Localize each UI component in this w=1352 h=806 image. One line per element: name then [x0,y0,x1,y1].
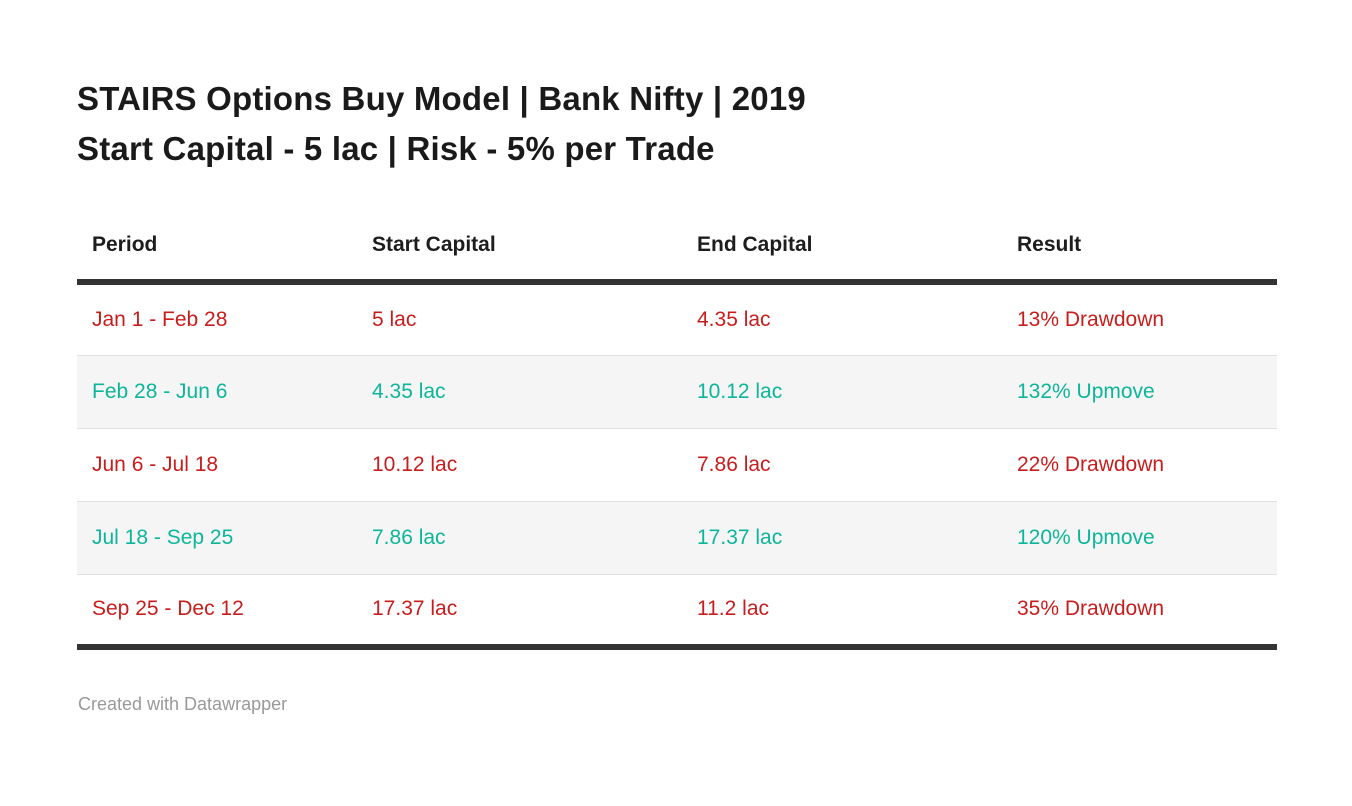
cell-start-capital: 10.12 lac [357,428,682,502]
cell-period: Feb 28 - Jun 6 [77,355,357,429]
cell-start-capital: 5 lac [357,282,682,356]
column-header-result: Result [1002,221,1277,285]
table-row: Feb 28 - Jun 6 4.35 lac 10.12 lac 132% Upmo… [77,355,1277,429]
cell-end-capital: 10.12 lac [682,355,1002,429]
column-header-start-capital: Start Capital [357,221,682,285]
cell-end-capital: 4.35 lac [682,282,1002,356]
cell-start-capital: 17.37 lac [357,574,682,650]
table-row: Jun 6 - Jul 18 10.12 lac 7.86 lac 22% Drawd… [77,428,1277,502]
cell-start-capital: 7.86 lac [357,501,682,575]
cell-period: Jun 6 - Jul 18 [77,428,357,502]
table-row: Sep 25 - Dec 12 17.37 lac 11.2 lac 35% Draw… [77,574,1277,650]
chart-title: STAIRS Options Buy Model | Bank Nifty | … [77,74,1277,174]
column-header-end-capital: End Capital [682,221,1002,285]
cell-period: Sep 25 - Dec 12 [77,574,357,650]
cell-result: 13% Drawdown [1002,282,1277,356]
chart-title-line-2: Start Capital - 5 lac | Risk - 5% per Tr… [77,130,715,167]
results-table: Period Start Capital End Capital Result Jan… [77,221,1277,650]
datawrapper-table-chart: STAIRS Options Buy Model | Bank Nifty | … [77,0,1277,715]
column-header-period: Period [77,221,357,285]
cell-period: Jan 1 - Feb 28 [77,282,357,356]
table-row: Jan 1 - Feb 28 5 lac 4.35 lac 13% Drawdown [77,282,1277,356]
table-row: Jul 18 - Sep 25 7.86 lac 17.37 lac 120% Upm… [77,501,1277,575]
cell-result: 132% Upmove [1002,355,1277,429]
cell-end-capital: 7.86 lac [682,428,1002,502]
chart-title-line-1: STAIRS Options Buy Model | Bank Nifty | … [77,80,806,117]
cell-result: 22% Drawdown [1002,428,1277,502]
table-body: Jan 1 - Feb 28 5 lac 4.35 lac 13% Drawdown F… [77,282,1277,650]
header-row: Period Start Capital End Capital Result [77,221,1277,285]
cell-period: Jul 18 - Sep 25 [77,501,357,575]
cell-start-capital: 4.35 lac [357,355,682,429]
datawrapper-credit: Created with Datawrapper [78,694,288,714]
cell-result: 120% Upmove [1002,501,1277,575]
cell-end-capital: 11.2 lac [682,574,1002,650]
cell-end-capital: 17.37 lac [682,501,1002,575]
cell-result: 35% Drawdown [1002,574,1277,650]
